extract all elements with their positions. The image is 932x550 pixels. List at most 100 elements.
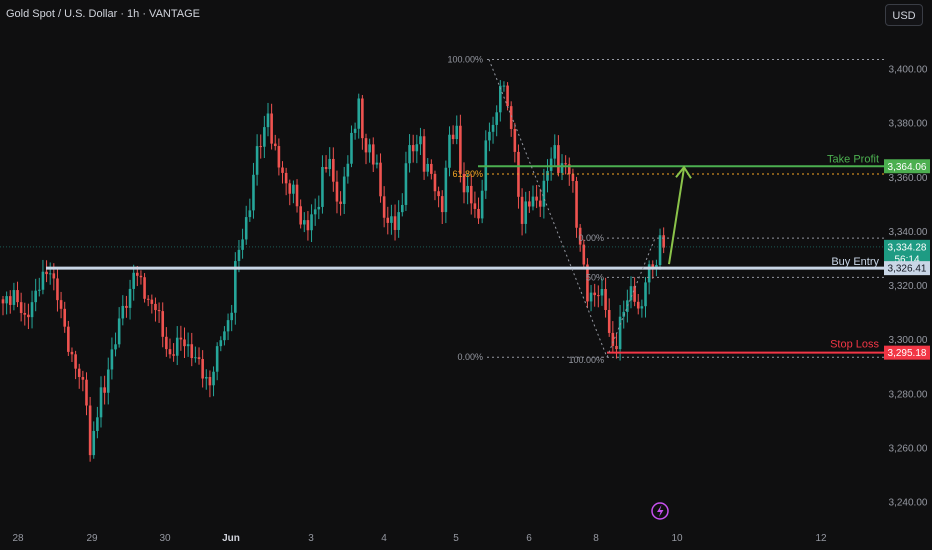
candle [567,157,571,186]
candle [63,301,67,333]
candle [5,291,8,315]
candle [19,292,23,322]
y-tick-label: 3,400.00 [889,65,928,76]
candle [586,258,589,309]
candle [23,302,27,326]
candle [117,307,121,348]
candle [629,276,633,309]
candle [183,327,186,359]
y-tick-label: 3,260.00 [889,443,928,454]
candle [172,343,175,362]
x-tick-label: 29 [86,533,98,544]
candle [386,206,390,235]
candle [190,332,194,367]
candle [636,294,640,315]
candle [342,166,346,215]
candle [161,302,165,348]
candle [85,372,88,416]
candle [499,80,502,122]
candle [419,127,422,156]
buy-entry-price-badge: 3,326.41 [884,261,930,276]
candle [212,366,215,397]
candle [368,138,371,163]
candle [401,193,404,217]
candle [553,134,557,166]
candle [252,162,255,219]
candle [277,138,281,176]
fib-upper-trend-line [488,59,608,358]
candle [88,396,92,462]
candle [132,264,135,301]
candle [179,325,183,351]
fib-upper-618-label: 61.80% [452,169,483,179]
candle [469,174,473,215]
candle [437,186,440,208]
y-tick-label: 3,320.00 [889,281,928,292]
candle [433,170,437,201]
candle [517,144,520,209]
candle [451,125,455,145]
candle [223,326,226,346]
stop-loss-annotation: Stop Loss [830,339,879,351]
candle [371,137,375,173]
candle [125,295,128,318]
candle [375,154,379,169]
candle [248,198,252,222]
candle [114,332,117,357]
candle [154,297,157,322]
candle [633,277,636,307]
candle [607,298,611,337]
candle [364,133,368,165]
x-tick-label: 3 [308,533,314,544]
candle [313,198,317,226]
candle [103,375,106,405]
candle [157,302,161,323]
candle [615,334,618,359]
candle [77,363,81,389]
lightning-icon[interactable] [651,502,669,520]
candle [208,370,212,398]
candle [234,252,237,325]
svg-text:3,334.28: 3,334.28 [888,242,927,253]
candle [535,185,538,209]
candle [215,342,219,381]
candle [204,369,208,390]
x-tick-label: 6 [526,533,532,544]
candle [110,337,114,380]
candle [597,285,600,308]
candle [379,153,382,203]
svg-text:3,326.41: 3,326.41 [888,264,927,275]
candle [600,278,604,306]
candle [448,126,451,177]
candle [273,134,277,151]
candle [226,313,230,341]
candle [513,122,517,163]
candle [390,204,393,235]
candle [361,95,364,150]
candle [27,303,30,330]
candle [495,105,498,137]
candle [1,296,5,316]
candle [67,320,70,356]
candle [168,338,172,359]
candle [175,326,179,366]
candle [56,269,59,312]
candle [647,260,651,295]
candle [353,122,357,140]
candle [430,159,433,180]
fib-lower-top-label: 0.00% [578,233,604,243]
candle [582,239,586,269]
candle [473,191,477,218]
candle [146,295,150,307]
candle [611,321,615,353]
candle [306,211,310,241]
candle [263,115,266,159]
y-tick-label: 3,280.00 [889,389,928,400]
currency-button[interactable]: USD [885,4,923,26]
candle [528,190,531,213]
candle [426,158,430,177]
x-tick-label: Jun [222,533,240,544]
stop-loss-price-badge: 3,295.18 [884,345,930,360]
fib-lower-bottom-label: 0.00% [457,352,483,362]
